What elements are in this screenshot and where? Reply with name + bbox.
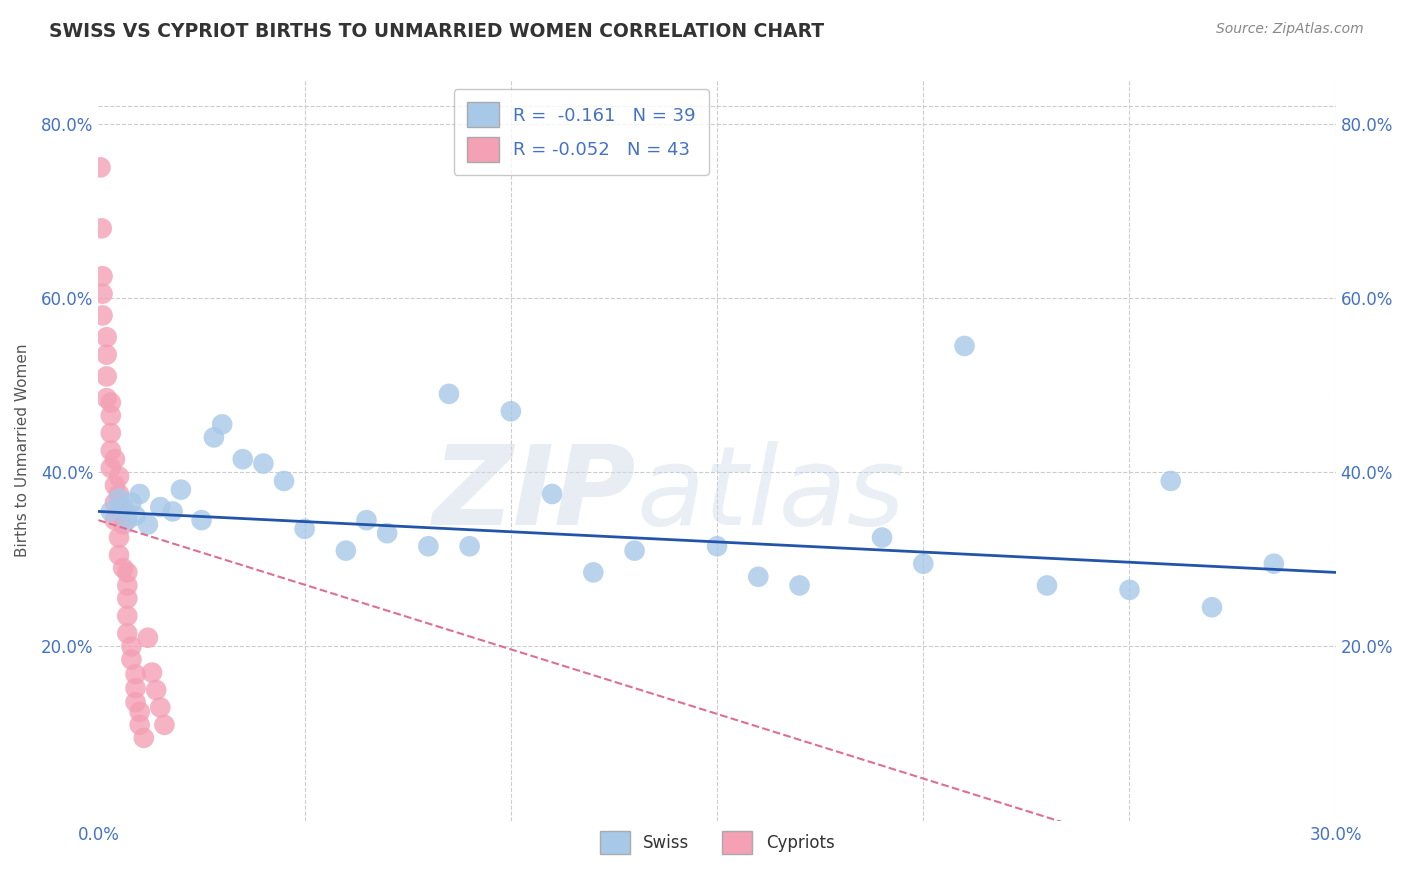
Point (120, 652, 142, 666)
Point (108, 491, 131, 506)
Point (1263, 557, 1285, 571)
Point (136, 517, 159, 532)
Point (912, 557, 935, 571)
Point (117, 609, 139, 624)
Point (128, 718, 150, 732)
Point (100, 395, 122, 409)
Point (100, 443, 122, 458)
Point (91, 286, 114, 301)
Point (112, 500, 135, 514)
Point (418, 539, 440, 553)
Point (108, 487, 131, 501)
Point (108, 548, 131, 562)
Point (120, 496, 142, 510)
Point (273, 474, 295, 488)
Point (1201, 600, 1223, 615)
Point (112, 500, 135, 514)
Point (104, 513, 127, 527)
Point (104, 478, 127, 492)
Point (96, 330, 118, 344)
Point (356, 513, 378, 527)
Point (100, 409, 122, 423)
Point (90, 221, 112, 235)
Point (117, 578, 139, 592)
Point (104, 452, 127, 467)
Text: ZIP: ZIP (433, 442, 637, 549)
Point (499, 404, 522, 418)
Point (232, 452, 254, 467)
Point (104, 496, 127, 510)
Point (252, 457, 274, 471)
Point (190, 513, 212, 527)
Point (100, 425, 122, 440)
Point (108, 531, 131, 545)
Point (112, 561, 135, 575)
Point (747, 570, 769, 584)
Point (96, 369, 118, 384)
Point (91, 269, 114, 284)
Point (100, 504, 122, 518)
Point (623, 543, 645, 558)
Point (153, 718, 176, 732)
Point (124, 695, 146, 709)
Point (124, 508, 146, 523)
Point (120, 640, 142, 654)
Legend: Swiss, Cypriots: Swiss, Cypriots (589, 821, 845, 864)
Point (141, 665, 163, 680)
Point (170, 483, 193, 497)
Point (706, 539, 728, 553)
Point (112, 517, 135, 532)
Point (96, 391, 118, 405)
Point (100, 461, 122, 475)
Point (124, 681, 146, 696)
Point (124, 667, 146, 681)
Point (91, 309, 114, 323)
Point (117, 566, 139, 580)
Point (149, 700, 172, 714)
Y-axis label: Births to Unmarried Women: Births to Unmarried Women (15, 343, 30, 558)
Point (132, 731, 155, 745)
Point (1160, 474, 1182, 488)
Point (108, 469, 131, 483)
Point (1036, 578, 1059, 592)
Point (1118, 582, 1140, 597)
Text: atlas: atlas (637, 442, 905, 549)
Point (145, 683, 167, 698)
Point (211, 417, 233, 432)
Point (162, 504, 184, 518)
Point (582, 566, 605, 580)
Point (789, 578, 811, 592)
Point (149, 500, 172, 514)
Point (870, 531, 893, 545)
Point (953, 339, 976, 353)
Point (375, 526, 398, 541)
Point (96, 348, 118, 362)
Point (335, 543, 357, 558)
Point (541, 487, 564, 501)
Point (128, 487, 150, 501)
Text: SWISS VS CYPRIOT BIRTHS TO UNMARRIED WOMEN CORRELATION CHART: SWISS VS CYPRIOT BIRTHS TO UNMARRIED WOM… (49, 22, 824, 41)
Point (437, 387, 460, 401)
Point (89, 161, 111, 175)
Point (128, 705, 150, 719)
Point (117, 591, 139, 606)
Point (117, 626, 139, 640)
Point (136, 631, 159, 645)
Point (458, 539, 481, 553)
Point (202, 430, 225, 444)
Point (294, 522, 316, 536)
Point (117, 513, 139, 527)
Text: Source: ZipAtlas.com: Source: ZipAtlas.com (1216, 22, 1364, 37)
